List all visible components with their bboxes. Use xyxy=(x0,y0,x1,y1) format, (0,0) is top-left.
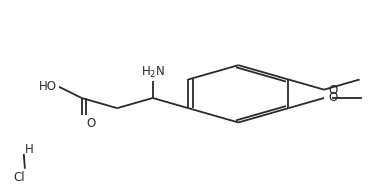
Text: H: H xyxy=(25,143,34,156)
Text: HO: HO xyxy=(39,80,57,93)
Text: H$_2$N: H$_2$N xyxy=(141,65,165,80)
Text: Cl: Cl xyxy=(14,171,25,184)
Text: O: O xyxy=(329,84,338,97)
Text: O: O xyxy=(329,91,338,104)
Text: O: O xyxy=(86,117,96,130)
